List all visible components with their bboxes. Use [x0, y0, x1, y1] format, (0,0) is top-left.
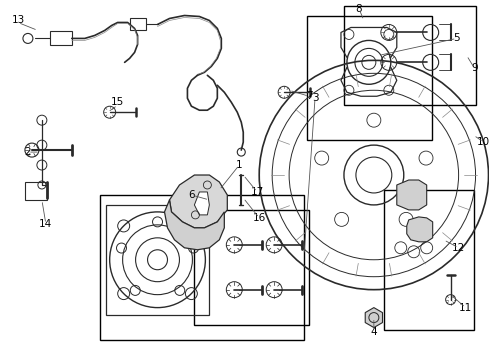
Bar: [384, 190, 473, 329]
Text: 6: 6: [188, 190, 195, 200]
Bar: [195, 210, 309, 325]
Text: 14: 14: [39, 219, 52, 229]
Text: 12: 12: [452, 243, 465, 253]
Text: 10: 10: [477, 137, 490, 147]
Text: 13: 13: [11, 15, 24, 26]
Polygon shape: [170, 175, 227, 228]
Text: 9: 9: [471, 63, 478, 73]
Polygon shape: [397, 180, 427, 210]
Bar: [99, 195, 304, 339]
Text: 7: 7: [306, 91, 312, 101]
Text: 2: 2: [24, 147, 31, 157]
Text: 11: 11: [459, 303, 472, 312]
Text: 5: 5: [453, 33, 460, 44]
Polygon shape: [195, 192, 209, 215]
Text: 15: 15: [111, 97, 124, 107]
Bar: [50, 31, 72, 45]
Bar: [130, 18, 146, 31]
Bar: [344, 5, 476, 105]
Text: 8: 8: [356, 4, 362, 14]
Polygon shape: [365, 307, 383, 328]
Bar: [307, 15, 432, 140]
Text: 17: 17: [250, 187, 264, 197]
Polygon shape: [165, 200, 224, 250]
Bar: [25, 182, 47, 200]
Text: 3: 3: [312, 93, 318, 103]
Text: 4: 4: [370, 327, 377, 337]
Text: 1: 1: [236, 160, 243, 170]
Polygon shape: [407, 217, 433, 242]
Text: 16: 16: [252, 213, 266, 223]
Bar: [106, 205, 209, 315]
